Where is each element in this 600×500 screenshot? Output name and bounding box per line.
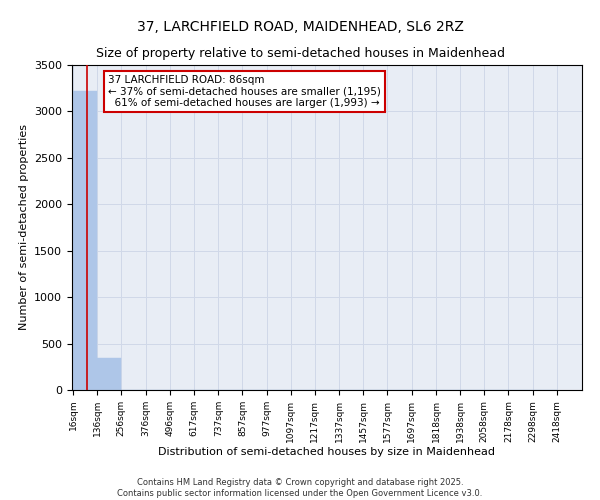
Bar <box>97 358 121 390</box>
Text: Size of property relative to semi-detached houses in Maidenhead: Size of property relative to semi-detach… <box>95 48 505 60</box>
Text: 37, LARCHFIELD ROAD, MAIDENHEAD, SL6 2RZ: 37, LARCHFIELD ROAD, MAIDENHEAD, SL6 2RZ <box>137 20 463 34</box>
Bar <box>73 91 97 390</box>
X-axis label: Distribution of semi-detached houses by size in Maidenhead: Distribution of semi-detached houses by … <box>158 448 496 458</box>
Text: 37 LARCHFIELD ROAD: 86sqm
← 37% of semi-detached houses are smaller (1,195)
  61: 37 LARCHFIELD ROAD: 86sqm ← 37% of semi-… <box>108 74 380 108</box>
Y-axis label: Number of semi-detached properties: Number of semi-detached properties <box>19 124 29 330</box>
Text: Contains HM Land Registry data © Crown copyright and database right 2025.
Contai: Contains HM Land Registry data © Crown c… <box>118 478 482 498</box>
